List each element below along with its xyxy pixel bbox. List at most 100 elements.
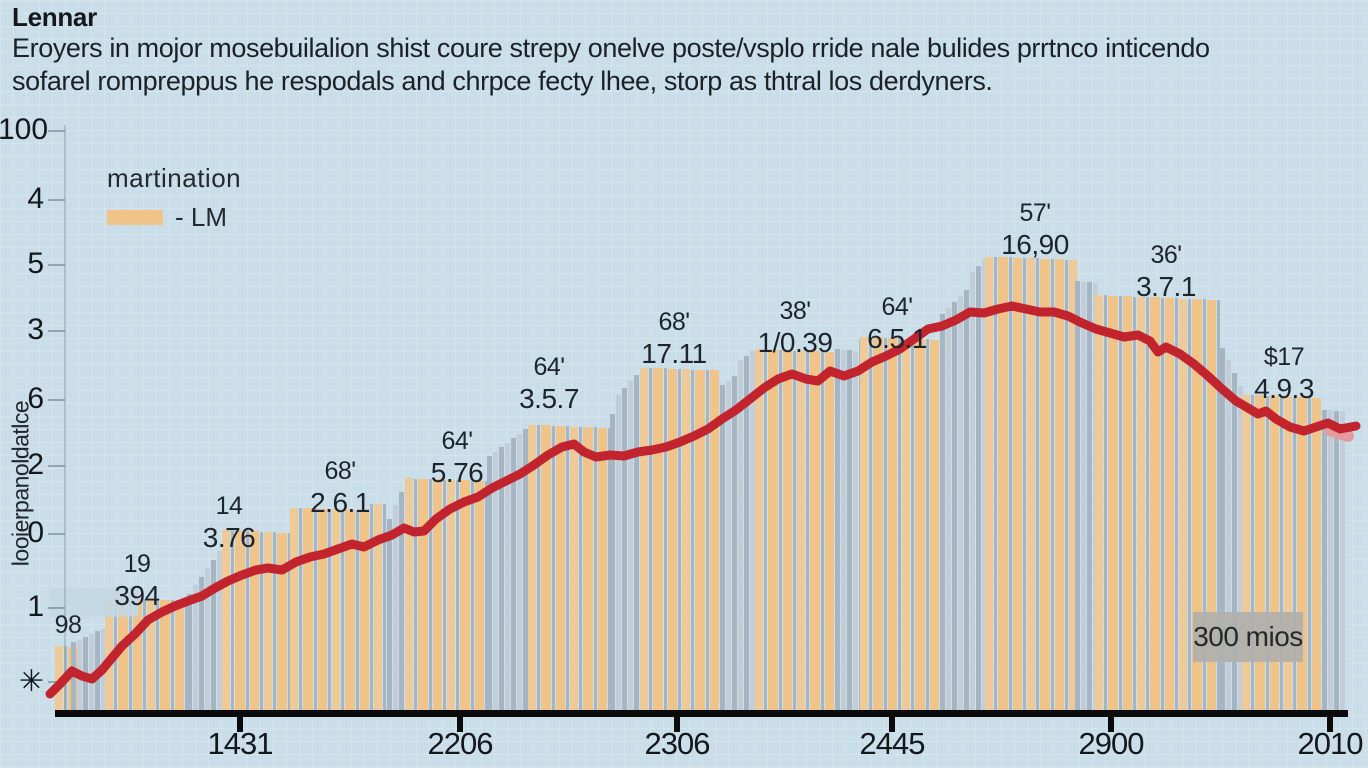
bar-value-label: 64' 5.76 xyxy=(431,426,484,488)
bar-stripe xyxy=(1123,296,1132,712)
x-axis-line xyxy=(55,710,1348,717)
bar-value-line1: 98 xyxy=(54,611,82,639)
bar-stripe xyxy=(958,296,963,712)
bar-stripe xyxy=(797,351,805,712)
bar-stripe xyxy=(930,340,939,712)
bar-stripe xyxy=(869,337,872,712)
bar-stripe xyxy=(1081,282,1086,712)
bar-stripe xyxy=(290,508,298,712)
x-tick-mark xyxy=(889,716,895,732)
bar-stripe xyxy=(383,504,386,712)
bar-stripe xyxy=(493,452,498,712)
bar-stripe xyxy=(793,351,796,712)
bar-stripe xyxy=(628,381,633,712)
bar-stripe xyxy=(1040,259,1050,712)
bar-stripe xyxy=(143,599,146,712)
bar-stripe xyxy=(1270,396,1279,712)
bar-value-line1: $17 xyxy=(1263,343,1305,371)
bar-stripe xyxy=(653,368,663,712)
bar-stripe xyxy=(691,370,694,712)
bar-stripe xyxy=(926,339,929,712)
bar-stripe xyxy=(622,388,627,712)
y-tick-mark xyxy=(48,465,65,467)
bar-stripe xyxy=(95,631,100,712)
bar-value-line2: 2.6.1 xyxy=(310,487,370,518)
bar-stripe xyxy=(332,509,340,712)
bar-stripe xyxy=(345,510,355,712)
bar-stripe xyxy=(175,600,184,712)
bar-stripe xyxy=(610,414,615,712)
x-tick-mark xyxy=(457,716,463,732)
bar-stripe xyxy=(710,370,719,712)
bar-stripe xyxy=(246,531,249,712)
bar-value-label: 64' 3.5.7 xyxy=(519,352,579,414)
bar-value-line2: 4.9.3 xyxy=(1254,373,1314,404)
bar-stripe xyxy=(374,504,382,712)
bar-stripe xyxy=(1266,396,1269,712)
bar-stripe xyxy=(835,349,840,712)
chart-legend: martination - LM xyxy=(107,163,241,233)
bar-stripe xyxy=(211,560,216,712)
x-tick-label: 2306 xyxy=(644,726,711,761)
x-tick-label: 2206 xyxy=(427,726,494,761)
bar-stripe xyxy=(318,509,327,712)
bar-stripe xyxy=(1334,411,1339,712)
page-title: Lennar xyxy=(12,2,97,32)
bar-stripe xyxy=(231,531,234,712)
bar-stripe xyxy=(860,337,868,712)
bar-stripe xyxy=(433,479,442,712)
bar-value-line2: 17.11 xyxy=(641,338,707,369)
bar-stripe xyxy=(1280,396,1283,712)
bar-stripe xyxy=(783,350,792,712)
bar-stripe xyxy=(1013,258,1022,712)
bar-value-line1: 64' xyxy=(881,293,913,321)
bar-stripe xyxy=(566,426,569,712)
bar-stripe xyxy=(998,257,1008,712)
bar-stripe xyxy=(1242,395,1250,712)
bar-stripe xyxy=(1055,259,1064,712)
bar-stripe xyxy=(726,381,731,712)
bar-value-line2: 1/0.39 xyxy=(757,327,833,358)
bar-stripe xyxy=(779,350,782,712)
bar-stripe xyxy=(853,351,858,712)
bar-value-label: 14 3.76 xyxy=(203,491,256,553)
bar-value-label: 38' 1/0.39 xyxy=(758,296,833,358)
bar-stripe xyxy=(1165,298,1174,712)
bar-stripe xyxy=(1133,297,1136,712)
bar-stripe xyxy=(250,531,259,712)
y-tick-mark xyxy=(48,130,65,132)
bar-stripe xyxy=(1255,395,1265,712)
x-tick-mark xyxy=(1327,716,1333,732)
bar-value-line2: 3.76 xyxy=(202,522,256,553)
bar-value-line2: 3.5.7 xyxy=(519,383,579,414)
bar-stripe xyxy=(160,600,170,712)
bar-stripe xyxy=(370,504,373,712)
y-tick-label: 2 xyxy=(27,448,44,481)
bar-stripe xyxy=(1328,410,1333,712)
bar-stripe xyxy=(940,314,945,712)
bar-stripe xyxy=(952,302,957,712)
bar-stripe xyxy=(985,257,993,712)
bar-stripe xyxy=(418,479,428,712)
bar-stripe xyxy=(1137,297,1145,712)
x-tick-label: 2445 xyxy=(859,726,926,761)
bar-stripe xyxy=(1027,258,1035,712)
bar-value-line2: 16,90 xyxy=(1001,229,1069,260)
bar-value-label: 68' 2.6.1 xyxy=(310,456,370,518)
bar-stripe xyxy=(847,350,852,712)
bar-value-line1: 19 xyxy=(123,550,151,578)
bar-value-label: $17 4.9.3 xyxy=(1254,342,1314,404)
bar-stripe xyxy=(356,510,359,712)
bar-stripe xyxy=(1322,410,1327,712)
bar-stripe xyxy=(806,351,809,712)
bar-stripe xyxy=(460,480,470,712)
bar-stripe xyxy=(1161,298,1164,712)
bar-stripe xyxy=(537,425,540,712)
bar-stripe xyxy=(964,290,969,712)
bar-stripe xyxy=(199,577,204,712)
x-tick-mark xyxy=(1108,716,1114,732)
y-tick-label: 6 xyxy=(27,382,44,415)
bar-stripe xyxy=(976,266,981,712)
bar-stripe xyxy=(387,519,392,712)
